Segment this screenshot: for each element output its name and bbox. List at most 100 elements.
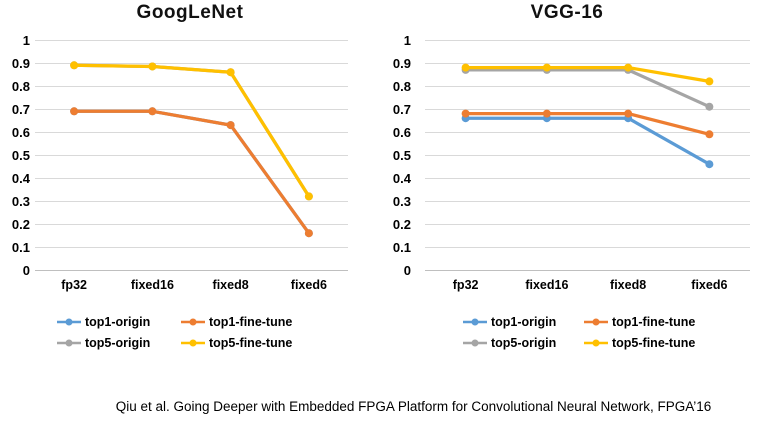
series-line [72, 63, 311, 199]
legend-label: top5-origin [491, 335, 557, 350]
legend-marker-icon [584, 339, 608, 346]
x-category-label: fixed8 [610, 278, 646, 292]
data-point [461, 109, 470, 118]
legend-googlenet: top1-origin top1-fine-tune top5-origin top5… [56, 312, 292, 352]
data-point [705, 160, 714, 169]
series-line [464, 116, 711, 166]
y-tick-label: 0.4 [12, 171, 31, 186]
legend-marker-icon [463, 339, 487, 346]
y-tick-label: 0.9 [393, 56, 411, 71]
data-point [705, 102, 714, 111]
y-tick-label: 0.6 [393, 125, 411, 140]
y-tick-label: 0.5 [393, 148, 411, 163]
y-tick-label: 0.3 [393, 194, 411, 209]
legend-dot [189, 318, 197, 325]
data-point [304, 229, 313, 238]
data-point [226, 121, 235, 130]
y-tick-label: 0.1 [12, 240, 30, 255]
series-line [72, 109, 311, 235]
data-point [148, 62, 157, 71]
y-tick-label: 0.2 [12, 217, 30, 232]
y-tick-label: 1 [404, 33, 411, 48]
data-point [705, 77, 714, 86]
legend-item-top1-origin: top1-origin [56, 312, 180, 331]
series-line [464, 111, 711, 136]
y-tick-label: 0.6 [12, 125, 30, 140]
citation-text: Qiu et al. Going Deeper with Embedded FP… [115, 399, 712, 414]
x-category-labels: fp32 fixed16 fixed8 fixed6 [61, 278, 327, 292]
data-point [461, 63, 470, 72]
chart-vgg16: VGG-16 1 0.9 0.8 0.7 0.6 0.5 0.4 0.3 0.2 0.1 0 fp32… [377, 0, 757, 422]
legend-dot [189, 339, 197, 346]
chart-title-googlenet: GoogLeNet [136, 2, 244, 23]
data-point [70, 61, 79, 70]
legend-label: top5-fine-tune [612, 335, 696, 350]
legend-item-top5-fine-tune: top5-fine-tune [180, 333, 292, 352]
series-top1-origin [70, 107, 313, 238]
data-point [148, 107, 157, 116]
series-line [464, 65, 711, 84]
legend-marker-icon [584, 318, 608, 325]
y-tick-label: 0.9 [12, 56, 30, 71]
y-tick-label: 0.8 [12, 79, 30, 94]
legend-dot [471, 318, 479, 325]
x-category-label: fixed16 [131, 278, 174, 292]
x-category-label: fixed16 [525, 278, 568, 292]
plot-area-googlenet: 1 0.9 0.8 0.7 0.6 0.5 0.4 0.3 0.2 0.1 0 fp32 fixed16… [12, 33, 348, 292]
chart-title-vgg16: VGG-16 [530, 2, 604, 23]
legend-marker-icon [181, 339, 205, 346]
series-line [72, 63, 311, 199]
legend-marker-icon [463, 318, 487, 325]
y-tick-label: 0.8 [393, 79, 411, 94]
legend-item-top5-origin: top5-origin [462, 333, 583, 352]
y-tick-label: 0.4 [393, 171, 412, 186]
y-axis-tick-labels: 1 0.9 0.8 0.7 0.6 0.5 0.4 0.3 0.2 0.1 0 [393, 33, 412, 278]
legend-item-top1-fine-tune: top1-fine-tune [180, 312, 292, 331]
y-tick-label: 1 [23, 33, 30, 48]
data-point [624, 109, 633, 118]
x-category-label: fixed6 [691, 278, 727, 292]
legend-marker-icon [181, 318, 205, 325]
legend-item-top5-origin: top5-origin [56, 333, 180, 352]
data-point [70, 107, 79, 116]
x-category-label: fixed8 [213, 278, 249, 292]
y-axis-tick-labels: 1 0.9 0.8 0.7 0.6 0.5 0.4 0.3 0.2 0.1 0 [12, 33, 31, 278]
y-tick-label: 0.5 [12, 148, 30, 163]
legend-dot [592, 339, 600, 346]
legend-dot [592, 318, 600, 325]
data-point [542, 109, 551, 118]
series-top5-fine-tune [70, 61, 313, 201]
y-tick-label: 0.1 [393, 240, 411, 255]
series-top1-fine-tune [461, 109, 714, 139]
legend-vgg16: top1-origin top1-fine-tune top5-origin top5… [462, 312, 695, 352]
y-tick-label: 0.7 [393, 102, 411, 117]
y-tick-label: 0.7 [12, 102, 30, 117]
y-tick-label: 0.2 [393, 217, 411, 232]
legend-item-top5-fine-tune: top5-fine-tune [583, 333, 695, 352]
series-line [464, 68, 711, 109]
legend-label: top5-fine-tune [209, 335, 293, 350]
legend-dot [65, 318, 73, 325]
gridlines [35, 40, 348, 271]
data-point [304, 192, 313, 201]
series-top5-origin [461, 65, 714, 111]
chart-googlenet: GoogLeNet 1 0.9 0.8 0.7 0.6 0.5 0.4 0.3 0.2 0.1 0 f… [12, 2, 348, 352]
legend-label: top1-fine-tune [612, 314, 696, 329]
plot-area-vgg16: 1 0.9 0.8 0.7 0.6 0.5 0.4 0.3 0.2 0.1 0 fp32 fixed16… [393, 33, 750, 292]
y-tick-label: 0 [404, 263, 411, 278]
legend-marker-icon [57, 318, 81, 325]
series-top1-fine-tune [70, 107, 313, 238]
series-line [72, 109, 311, 235]
legend-dot [471, 339, 479, 346]
data-point [705, 130, 714, 139]
y-tick-label: 0.3 [12, 194, 30, 209]
legend-marker-icon [57, 339, 81, 346]
gridlines [425, 40, 750, 271]
legend-item-top1-origin: top1-origin [462, 312, 583, 331]
series-top5-origin [70, 61, 313, 201]
x-category-label: fp32 [61, 278, 87, 292]
legend-label: top1-origin [491, 314, 557, 329]
legend-dot [65, 339, 73, 346]
x-category-label: fixed6 [291, 278, 327, 292]
